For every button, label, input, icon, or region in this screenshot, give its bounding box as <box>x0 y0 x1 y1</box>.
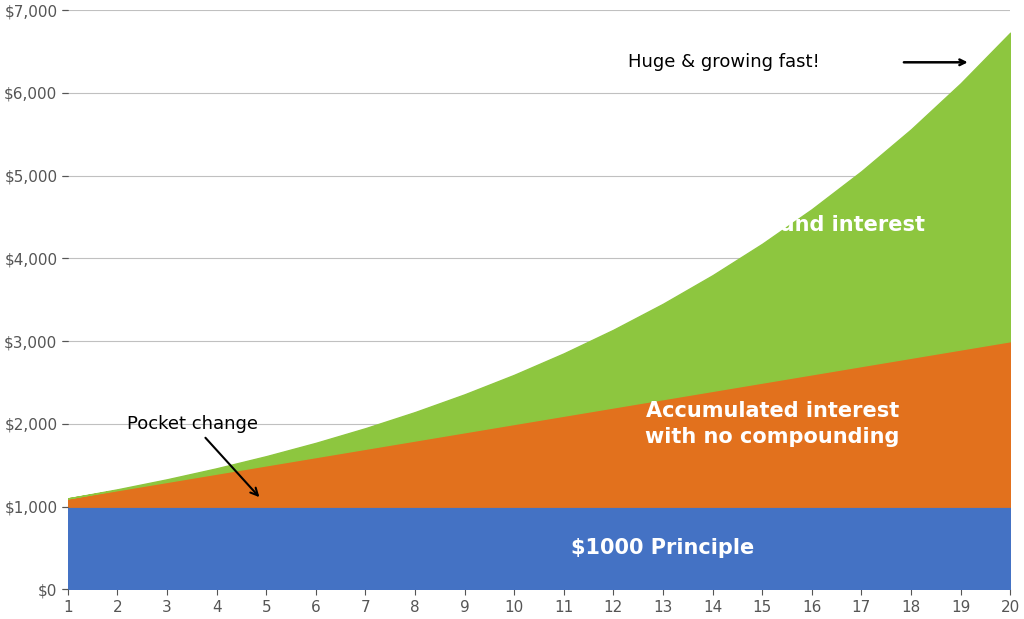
Text: Accumulated interest
with no compounding: Accumulated interest with no compounding <box>645 400 899 447</box>
Text: Huge & growing fast!: Huge & growing fast! <box>629 53 820 71</box>
Text: Pocket change: Pocket change <box>127 415 258 495</box>
Text: $1000 Principle: $1000 Principle <box>571 538 755 558</box>
Text: Compound interest: Compound interest <box>698 215 925 235</box>
